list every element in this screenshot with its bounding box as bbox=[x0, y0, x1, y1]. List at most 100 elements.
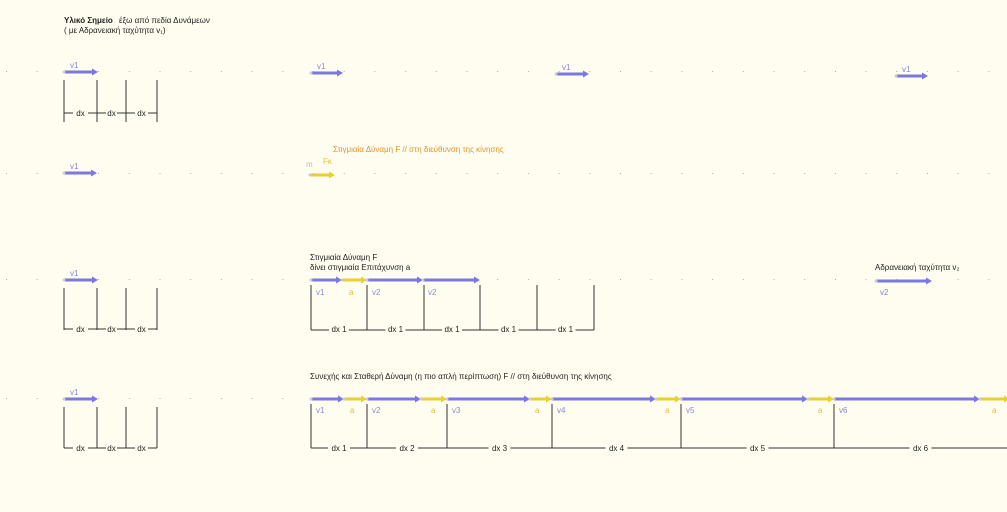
title-line2: ( με Αδρανειακή ταχύτητα v₁) bbox=[64, 26, 166, 35]
title-bold: Υλικό Σημείο bbox=[64, 16, 113, 25]
dx-label: dx 1 bbox=[331, 444, 347, 453]
baseline-dot bbox=[251, 173, 253, 174]
baseline-dot bbox=[957, 173, 959, 174]
v1-arrow-head bbox=[336, 276, 342, 284]
velocity-arrow-head bbox=[650, 395, 656, 403]
v1-arrow-head bbox=[337, 69, 343, 77]
velocity-label: v6 bbox=[839, 406, 848, 415]
dx-label: dx 1 bbox=[331, 325, 347, 334]
acceleration-arrow-head bbox=[361, 276, 367, 284]
segment-label: v1 bbox=[316, 288, 325, 297]
baseline-dot bbox=[98, 279, 100, 280]
force-arrow-head bbox=[329, 171, 335, 179]
baseline-dot bbox=[282, 71, 284, 72]
baseline-dot bbox=[712, 173, 714, 174]
baseline-dot bbox=[128, 398, 130, 399]
baseline-dot bbox=[558, 71, 560, 72]
baseline-dot bbox=[98, 398, 100, 399]
baseline-dot bbox=[742, 279, 744, 280]
baseline-dot bbox=[36, 398, 38, 399]
baseline-dot bbox=[6, 71, 7, 72]
velocity-arrow-origin bbox=[445, 397, 449, 401]
dx-label: dx bbox=[107, 444, 115, 453]
baseline-dot bbox=[282, 173, 284, 174]
v2-arrow-origin bbox=[421, 278, 425, 282]
baseline-dot bbox=[589, 71, 591, 72]
baseline-dot bbox=[98, 71, 100, 72]
velocity-label: v1 bbox=[316, 406, 325, 415]
baseline-dot bbox=[620, 71, 621, 72]
baseline-dot bbox=[957, 279, 959, 280]
baseline-dot bbox=[896, 71, 898, 72]
force-arrow-origin bbox=[308, 173, 312, 177]
v1-arrow-origin bbox=[894, 74, 898, 78]
v1-label: v1 bbox=[70, 162, 79, 171]
row4-title: Συνεχής και Σταθερή Δύναμη (η πιο απλή π… bbox=[310, 372, 612, 381]
dx-label: dx bbox=[76, 444, 84, 453]
v1-label: v1 bbox=[317, 62, 326, 71]
baseline-dot bbox=[681, 279, 683, 280]
baseline-dot bbox=[834, 71, 836, 72]
baseline-dot bbox=[865, 173, 867, 174]
baseline-dot bbox=[435, 71, 437, 72]
mass-label: m bbox=[306, 160, 313, 169]
velocity-label: v5 bbox=[686, 406, 695, 415]
baseline-dot bbox=[558, 279, 560, 280]
baseline-dot bbox=[466, 71, 468, 72]
velocity-arrow-origin bbox=[550, 397, 554, 401]
v2-arrow-origin bbox=[874, 279, 878, 283]
acceleration-arrow-head bbox=[675, 395, 681, 403]
baseline-dot bbox=[497, 71, 499, 72]
v2-arrow-head bbox=[474, 276, 480, 284]
dx-label: dx 1 bbox=[501, 325, 517, 334]
baseline-dot bbox=[712, 279, 714, 280]
velocity-arrow-head bbox=[524, 395, 530, 403]
baseline-dot bbox=[251, 279, 253, 280]
velocity-label: v2 bbox=[372, 406, 381, 415]
dx-label: dx 1 bbox=[388, 325, 404, 334]
acceleration-arrow-origin bbox=[528, 397, 532, 401]
dx-label: dx 6 bbox=[913, 444, 929, 453]
acceleration-label: a bbox=[431, 406, 436, 415]
dx-label: dx 3 bbox=[492, 444, 508, 453]
baseline-dot bbox=[620, 279, 621, 280]
baseline-dot bbox=[804, 173, 806, 174]
v1-arrow-head bbox=[922, 72, 928, 80]
velocity-label: v4 bbox=[557, 406, 566, 415]
baseline-dot bbox=[6, 279, 7, 280]
baseline-dot bbox=[220, 173, 222, 174]
v1-arrow-origin bbox=[309, 278, 313, 282]
baseline-dot bbox=[405, 173, 407, 174]
velocity-arrow-origin bbox=[365, 397, 369, 401]
title-rest: έξω από πεδία Δυνάμεων bbox=[119, 16, 210, 25]
baseline-dot bbox=[159, 398, 161, 399]
segment-label: a bbox=[349, 288, 354, 297]
v1-arrow-origin bbox=[62, 171, 66, 175]
acceleration-arrow-origin bbox=[654, 397, 658, 401]
baseline-dot bbox=[251, 71, 253, 72]
row3-title-1: Στιγμιαία Δύναμη F bbox=[310, 253, 377, 262]
v1-label: v1 bbox=[70, 388, 79, 397]
acceleration-label: a bbox=[992, 406, 997, 415]
baseline-dot bbox=[374, 71, 376, 72]
v1-arrow-head bbox=[92, 276, 98, 284]
baseline-dot bbox=[374, 173, 376, 174]
dx-label: dx 4 bbox=[609, 444, 625, 453]
baseline-dot bbox=[620, 173, 621, 174]
row3-title-2: δίνει στιγμιαία Επιτάχυνση a bbox=[310, 263, 411, 272]
v1-arrow-origin bbox=[309, 71, 313, 75]
baseline-dot bbox=[773, 173, 775, 174]
baseline-dot bbox=[282, 279, 284, 280]
v1-label: v1 bbox=[562, 63, 571, 72]
velocity-arrow-head bbox=[802, 395, 808, 403]
v2-arrow-origin bbox=[365, 278, 369, 282]
segment-label: v2 bbox=[372, 288, 381, 297]
baseline-dot bbox=[527, 279, 529, 280]
dx-label: dx 1 bbox=[444, 325, 460, 334]
baseline-dot bbox=[742, 173, 744, 174]
baseline-dot bbox=[190, 173, 192, 174]
v2-arrow-head bbox=[926, 277, 932, 285]
force-label: Fκ bbox=[323, 157, 333, 166]
baseline-dot bbox=[712, 71, 714, 72]
